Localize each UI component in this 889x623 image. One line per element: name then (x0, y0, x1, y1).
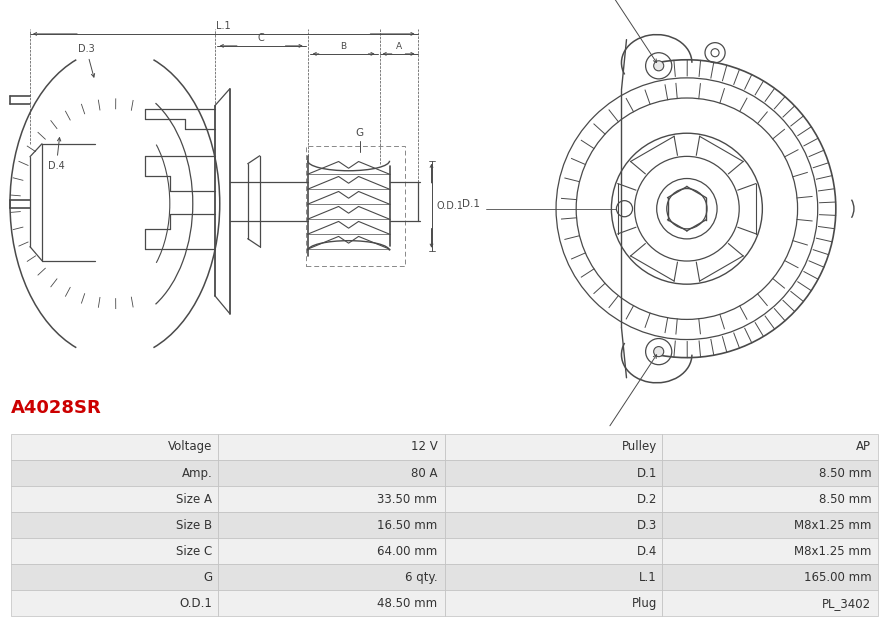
Text: D.1: D.1 (637, 467, 657, 480)
Text: O.D.1: O.D.1 (436, 201, 463, 211)
Text: D.2: D.2 (592, 440, 611, 450)
FancyBboxPatch shape (11, 486, 218, 512)
Text: AP: AP (856, 440, 871, 454)
Text: O.D.1: O.D.1 (180, 597, 212, 609)
FancyBboxPatch shape (11, 538, 218, 564)
Text: Size C: Size C (176, 545, 212, 558)
Text: L.1: L.1 (639, 571, 657, 584)
FancyBboxPatch shape (11, 434, 218, 460)
FancyBboxPatch shape (11, 564, 218, 590)
Text: 8.50 mm: 8.50 mm (819, 493, 871, 505)
Text: 8.50 mm: 8.50 mm (819, 467, 871, 480)
FancyBboxPatch shape (444, 512, 662, 538)
FancyBboxPatch shape (218, 434, 444, 460)
FancyBboxPatch shape (662, 486, 878, 512)
FancyBboxPatch shape (444, 434, 662, 460)
FancyBboxPatch shape (218, 486, 444, 512)
Text: L.1: L.1 (216, 21, 231, 31)
FancyBboxPatch shape (218, 590, 444, 616)
Text: B: B (340, 42, 347, 51)
Text: 6 qty.: 6 qty. (404, 571, 437, 584)
FancyBboxPatch shape (444, 564, 662, 590)
Text: 48.50 mm: 48.50 mm (377, 597, 437, 609)
FancyBboxPatch shape (662, 512, 878, 538)
Text: A4028SR: A4028SR (11, 399, 101, 417)
Text: M8x1.25 mm: M8x1.25 mm (794, 545, 871, 558)
Text: PL_3402: PL_3402 (822, 597, 871, 609)
FancyBboxPatch shape (662, 590, 878, 616)
FancyBboxPatch shape (662, 538, 878, 564)
Text: D.1: D.1 (462, 199, 480, 209)
FancyBboxPatch shape (218, 512, 444, 538)
Text: 16.50 mm: 16.50 mm (377, 518, 437, 531)
FancyBboxPatch shape (11, 590, 218, 616)
Text: D.3: D.3 (78, 44, 94, 77)
FancyBboxPatch shape (662, 460, 878, 486)
Circle shape (653, 346, 664, 356)
Text: Amp.: Amp. (181, 467, 212, 480)
FancyBboxPatch shape (662, 434, 878, 460)
Text: 12 V: 12 V (411, 440, 437, 454)
FancyBboxPatch shape (218, 564, 444, 590)
Text: D.2: D.2 (637, 493, 657, 505)
FancyBboxPatch shape (444, 538, 662, 564)
Text: 80 A: 80 A (411, 467, 437, 480)
FancyBboxPatch shape (444, 590, 662, 616)
Text: Plug: Plug (631, 597, 657, 609)
Text: D.4: D.4 (637, 545, 657, 558)
Text: 64.00 mm: 64.00 mm (377, 545, 437, 558)
Text: G: G (204, 571, 212, 584)
Text: Pulley: Pulley (621, 440, 657, 454)
Text: C: C (258, 33, 265, 43)
FancyBboxPatch shape (444, 460, 662, 486)
FancyBboxPatch shape (11, 512, 218, 538)
Bar (306, 146, 404, 265)
FancyBboxPatch shape (218, 460, 444, 486)
Text: Size A: Size A (177, 493, 212, 505)
FancyBboxPatch shape (662, 564, 878, 590)
Text: Voltage: Voltage (168, 440, 212, 454)
Text: D.3: D.3 (637, 518, 657, 531)
FancyBboxPatch shape (218, 538, 444, 564)
Text: M8x1.25 mm: M8x1.25 mm (794, 518, 871, 531)
Text: 33.50 mm: 33.50 mm (378, 493, 437, 505)
Text: A: A (396, 42, 402, 51)
FancyBboxPatch shape (11, 460, 218, 486)
Text: D.4: D.4 (48, 138, 65, 171)
FancyBboxPatch shape (444, 486, 662, 512)
Circle shape (653, 61, 664, 71)
Text: G: G (356, 128, 364, 138)
Text: Size B: Size B (176, 518, 212, 531)
Text: 165.00 mm: 165.00 mm (804, 571, 871, 584)
